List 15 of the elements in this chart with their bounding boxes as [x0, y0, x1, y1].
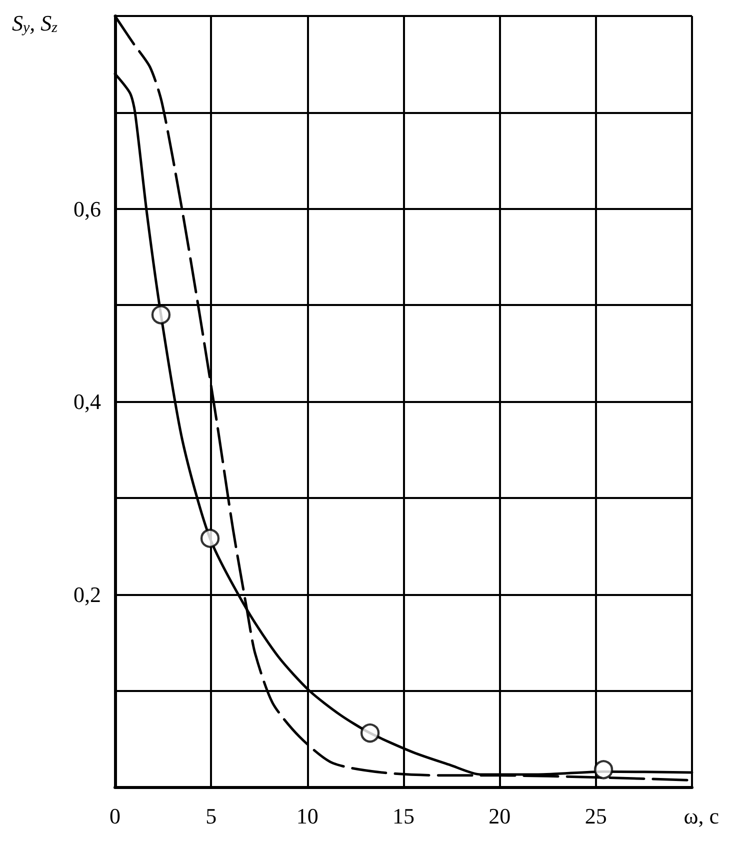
x-tick-label: 0 [110, 804, 120, 828]
x-axis-title: ω, c [684, 804, 720, 828]
point [200, 528, 220, 548]
x-tick-label: 5 [206, 804, 217, 828]
point [594, 760, 614, 780]
y-tick-label: 0,4 [74, 389, 101, 414]
y-axis-title: Sy, Sz [12, 10, 58, 36]
x-tick-label: 10 [296, 804, 318, 828]
y-tick-label: 0,2 [74, 582, 101, 607]
y-tick-label: 0,6 [74, 196, 101, 222]
point [151, 305, 171, 324]
x-tick-label: 25 [584, 804, 607, 828]
x-tick-label: 15 [392, 804, 414, 828]
x-tick-label: 20 [488, 804, 511, 828]
point [360, 723, 380, 743]
